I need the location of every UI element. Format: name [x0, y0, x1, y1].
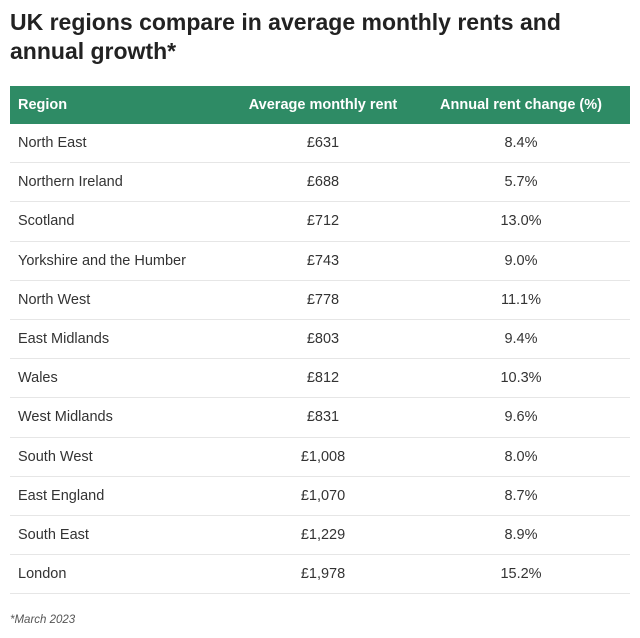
- rent-cell: £831: [306, 409, 340, 426]
- change-cell: 5.7%: [504, 174, 538, 191]
- region-cell: Northern Ireland: [18, 174, 123, 191]
- table-row: South East £1,229 8.9%: [10, 516, 630, 556]
- table-row: London £1,978 15.2%: [10, 555, 630, 595]
- region-cell: Wales: [18, 370, 58, 387]
- header-average-monthly-rent: Average monthly rent: [248, 97, 398, 113]
- rent-cell: £778: [306, 291, 340, 308]
- table-row: Scotland £712 13.0%: [10, 202, 630, 242]
- region-cell: North West: [18, 291, 91, 308]
- table-row: Wales £812 10.3%: [10, 359, 630, 399]
- change-cell: 8.0%: [504, 448, 538, 465]
- region-cell: Yorkshire and the Humber: [18, 252, 186, 269]
- rent-cell: £1,070: [300, 487, 346, 504]
- region-cell: Scotland: [18, 213, 75, 230]
- table-row: Yorkshire and the Humber £743 9.0%: [10, 242, 630, 281]
- table-row: North West £778 11.1%: [10, 281, 630, 320]
- table-row: North East £631 8.4%: [10, 124, 630, 164]
- change-cell: 9.4%: [504, 331, 538, 348]
- change-cell: 8.9%: [504, 526, 538, 543]
- header-region: Region: [18, 97, 68, 113]
- table-row: East Midlands £803 9.4%: [10, 320, 630, 360]
- change-cell: 15.2%: [500, 566, 542, 583]
- change-cell: 9.6%: [504, 409, 538, 426]
- table-row: Northern Ireland £688 5.7%: [10, 163, 630, 203]
- chart-title: UK regions compare in average monthly re…: [10, 9, 561, 64]
- change-cell: 8.7%: [504, 487, 538, 504]
- rent-cell: £631: [306, 135, 340, 152]
- rent-cell: £1,978: [300, 566, 346, 583]
- table-row: West Midlands £831 9.6%: [10, 398, 630, 438]
- rent-cell: £1,229: [300, 526, 346, 543]
- region-cell: London: [18, 566, 67, 583]
- change-cell: 9.0%: [504, 252, 538, 269]
- region-cell: East Midlands: [18, 331, 110, 348]
- region-cell: South West: [18, 448, 93, 465]
- change-cell: 13.0%: [500, 213, 542, 230]
- rent-cell: £803: [306, 331, 340, 348]
- rent-table: Region Average monthly rent Annual rent …: [10, 86, 630, 595]
- rent-cell: £712: [306, 213, 340, 230]
- header-annual-rent-change: Annual rent change (%): [440, 97, 602, 113]
- footnote: *March 2023: [10, 614, 76, 626]
- region-cell: South East: [18, 526, 89, 543]
- rent-cell: £812: [306, 370, 340, 387]
- region-cell: West Midlands: [18, 409, 113, 426]
- table-row: East England £1,070 8.7%: [10, 477, 630, 516]
- rent-cell: £743: [306, 252, 340, 269]
- table-row: South West £1,008 8.0%: [10, 438, 630, 477]
- region-cell: North East: [18, 135, 87, 152]
- change-cell: 10.3%: [500, 370, 542, 387]
- rent-cell: £688: [306, 174, 340, 191]
- rent-cell: £1,008: [300, 448, 346, 465]
- change-cell: 11.1%: [500, 291, 542, 308]
- change-cell: 8.4%: [504, 135, 538, 152]
- table-header-row: Region Average monthly rent Annual rent …: [10, 86, 630, 124]
- region-cell: East England: [18, 487, 105, 504]
